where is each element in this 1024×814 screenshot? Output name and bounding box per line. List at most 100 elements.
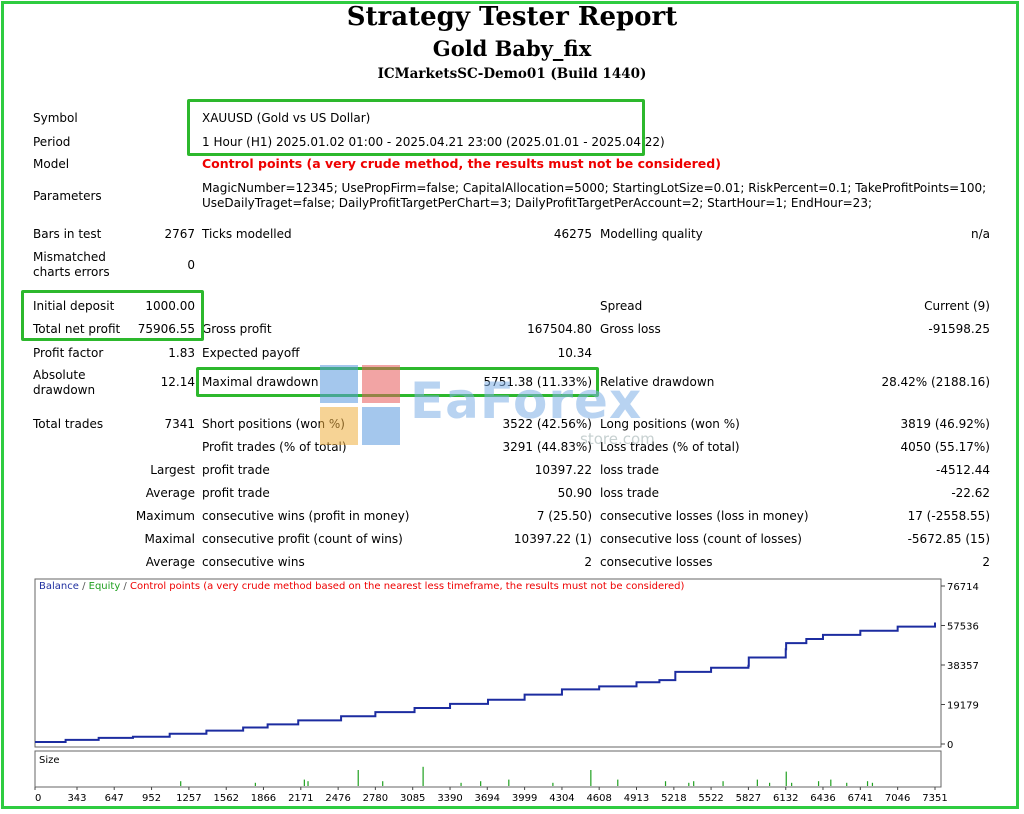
x-tick-label: 343 [67,793,86,804]
y-tick-label: 76714 [947,582,979,593]
x-tick-label: 3999 [512,793,537,804]
spread-label: Spread [600,299,643,313]
server-name: ICMarketsSC-Demo01 (Build 1440) [377,66,647,82]
x-tick-label: 2171 [288,793,313,804]
avg-wins-label: consecutive wins [202,555,305,569]
legend-separator-1: / [78,581,89,592]
profit-factor-value: 1.83 [168,346,195,360]
maximal-loss-value: -5672.85 (15) [907,532,990,546]
avg-wins-value: 2 [584,555,592,569]
parameters-label: Parameters [33,189,102,203]
rel-drawdown-label: Relative drawdown [600,375,715,389]
balance-line [35,622,936,743]
expected-payoff-value: 10.34 [557,346,592,360]
x-tick-label: 5522 [698,793,723,804]
ticks-label: Ticks modelled [202,227,292,241]
avg-loss-label: loss trade [600,486,659,500]
avg-losses-label: consecutive losses [600,555,713,569]
loss-trades-value: 4050 (55.17%) [900,440,990,454]
abs-drawdown-label-2: drawdown [33,383,96,397]
x-tick-label: 4913 [624,793,649,804]
gross-profit-value: 167504.80 [527,322,592,336]
legend-separator-2: / [120,581,130,592]
max-losses-value: 17 (-2558.55) [907,509,990,523]
gross-loss-value: -91598.25 [928,322,990,336]
maximal-label: Maximal [144,532,195,546]
maximal-profit-value: 10397.22 (1) [513,532,592,546]
short-positions-label: Short positions (won %) [202,417,345,431]
x-tick-label: 1866 [251,793,276,804]
spread-value: Current (9) [924,299,990,313]
x-tick-label: 6436 [810,793,835,804]
rel-drawdown-value: 28.42% (2188.16) [881,375,990,389]
largest-loss-label: loss trade [600,463,659,477]
x-tick-label: 1562 [214,793,239,804]
expert-name: Gold Baby_fix [432,36,592,61]
max-drawdown-label: Maximal drawdown [202,375,319,389]
long-positions-label: Long positions (won %) [600,417,740,431]
quality-label: Modelling quality [600,227,703,241]
x-tick-label: 5827 [736,793,761,804]
loss-trades-label: Loss trades (% of total) [600,440,740,454]
model-label: Model [33,157,70,171]
size-plot-area [34,750,942,788]
max-losses-label: consecutive losses (loss in money) [600,509,809,523]
mismatch-label-1: Mismatched [33,250,106,264]
largest-profit-value: 10397.22 [534,463,592,477]
x-tick-label: 6132 [773,793,798,804]
x-tick-label: 5218 [661,793,686,804]
legend-balance: Balance [39,581,79,592]
symbol-label: Symbol [33,111,78,125]
long-positions-value: 3819 (46.92%) [900,417,990,431]
max-wins-label: consecutive wins (profit in money) [202,509,410,523]
maximal-loss-label: consecutive loss (count of losses) [600,532,802,546]
short-positions-value: 3522 (42.56%) [502,417,592,431]
x-tick-label: 7351 [922,793,947,804]
maximum-label: Maximum [135,509,195,523]
period-value: 1 Hour (H1) 2025.01.02 01:00 - 2025.04.2… [202,135,665,149]
report-title: Strategy Tester Report [346,2,678,32]
bars-label: Bars in test [33,227,102,241]
y-tick-label: 57536 [947,621,979,632]
total-trades-value: 7341 [164,417,195,431]
expected-payoff-label: Expected payoff [202,346,300,360]
highlight-symbol-period [187,99,645,156]
total-trades-label: Total trades [33,417,104,431]
quality-value: n/a [970,227,990,241]
x-tick-label: 2780 [363,793,388,804]
legend-note: Control points (a very crude method base… [129,581,685,592]
largest-loss-value: -4512.44 [936,463,990,477]
x-tick-label: 647 [105,793,124,804]
model-value: Control points (a very crude method, the… [202,156,721,171]
x-tick-label: 7046 [885,793,910,804]
profit-trades-label: Profit trades (% of total) [202,440,347,454]
maximal-profit-label: consecutive profit (count of wins) [202,532,403,546]
profit-trades-value: 3291 (44.83%) [502,440,592,454]
mismatch-label-2: charts errors [33,265,110,279]
balance-chart: 76714 57536 38357 19179 0 0 343 647 952 1257 1562 1… [34,578,979,804]
highlight-deposit-profit [21,290,204,341]
average-label: Average [145,486,195,500]
y-tick-label: 19179 [947,700,979,711]
x-tick-label: 3694 [475,793,500,804]
largest-label: Largest [150,463,195,477]
net-profit-value: 75906.55 [137,322,195,336]
average-consecutive-label: Average [145,555,195,569]
gross-loss-label: Gross loss [600,322,661,336]
x-tick-label: 4608 [586,793,611,804]
symbol-value: XAUUSD (Gold vs US Dollar) [202,111,371,125]
size-label: Size [39,755,60,766]
deposit-label: Initial deposit [33,299,115,313]
profit-factor-label: Profit factor [33,346,104,360]
parameters-line-2: UseDailyTraget=false; DailyProfitTargetP… [202,196,872,210]
deposit-value: 1000.00 [145,299,195,313]
x-tick-label: 2476 [325,793,350,804]
y-tick-label: 0 [947,740,953,751]
avg-loss-value: -22.62 [951,486,990,500]
x-tick-label: 0 [35,793,41,804]
x-tick-label: 1257 [176,793,201,804]
parameters-line-1: MagicNumber=12345; UsePropFirm=false; Ca… [202,181,987,195]
period-label: Period [33,135,71,149]
avg-profit-value: 50.90 [557,486,592,500]
